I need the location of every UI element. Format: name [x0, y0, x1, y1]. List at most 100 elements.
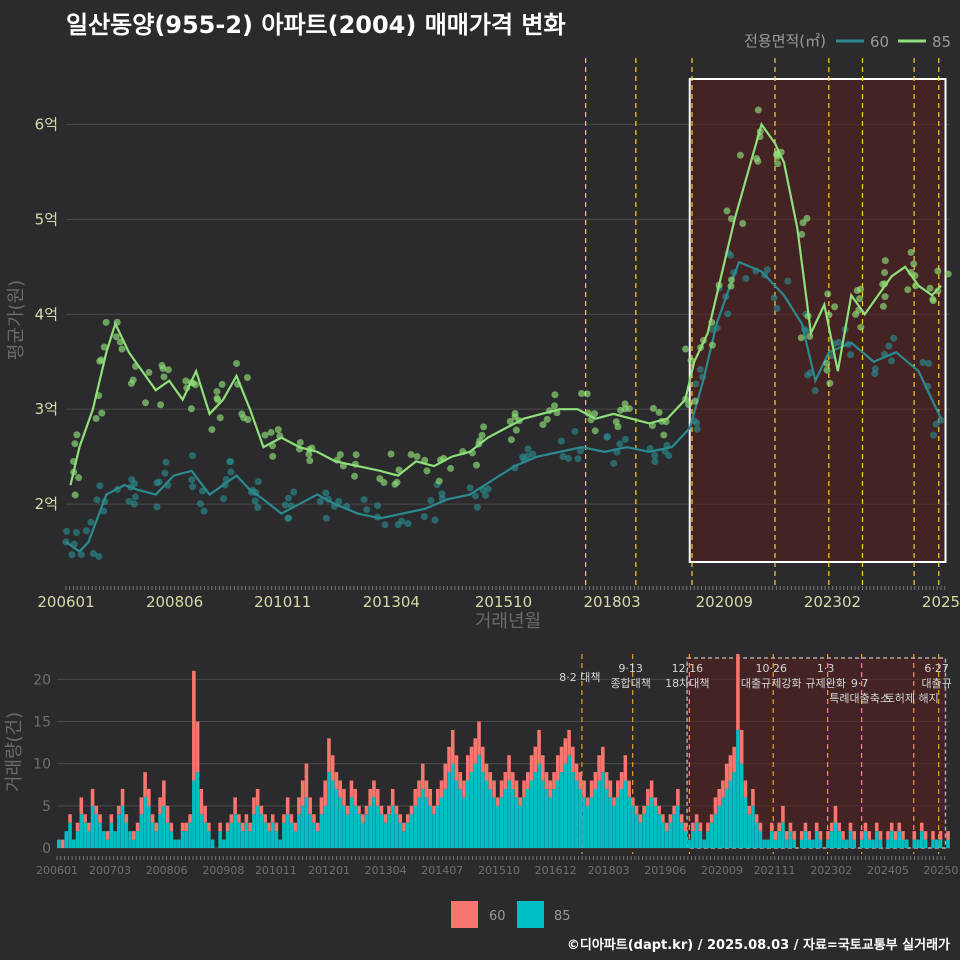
policy-annotation: 특례대출축소 — [829, 692, 890, 705]
bar-60 — [886, 831, 890, 840]
bar-85 — [117, 814, 121, 848]
bar-60 — [623, 755, 628, 781]
scatter-point-85 — [305, 450, 313, 458]
bar-85 — [634, 814, 639, 848]
bar-85 — [526, 788, 530, 848]
bar-60 — [132, 831, 136, 840]
bar-60 — [109, 814, 114, 823]
bar-60 — [203, 805, 207, 823]
scatter-point-85 — [727, 215, 735, 223]
bar-60 — [477, 721, 481, 756]
scatter-point-60 — [131, 493, 139, 501]
bar-60 — [829, 822, 834, 832]
bar-85 — [143, 797, 147, 848]
scatter-point-85 — [856, 295, 864, 303]
scatter-point-60 — [161, 469, 169, 477]
bar-60 — [833, 805, 838, 823]
bar-60 — [360, 814, 365, 823]
bar-85 — [627, 797, 631, 848]
bar-60 — [480, 746, 485, 773]
bar-85 — [642, 814, 646, 848]
bar-85 — [233, 814, 237, 848]
scatter-point-85 — [727, 282, 735, 290]
bar-60 — [792, 831, 796, 840]
bar-85 — [597, 780, 601, 848]
scatter-point-60 — [281, 501, 289, 509]
scatter-point-60 — [890, 334, 898, 342]
bar-60 — [398, 814, 403, 823]
policy-annotation: 종합대책 — [610, 677, 650, 690]
bar-85 — [379, 814, 384, 848]
scatter-point-60 — [93, 496, 101, 504]
bar-85 — [623, 780, 628, 848]
bar-60 — [601, 746, 605, 773]
scatter-point-60 — [394, 521, 402, 529]
bar-85 — [79, 814, 84, 848]
bar-60 — [90, 788, 95, 806]
series-line-85 — [69, 121, 942, 486]
scatter-point-60 — [87, 518, 95, 526]
bar-60 — [698, 822, 703, 832]
bar-85 — [75, 831, 80, 848]
scatter-point-85 — [578, 390, 586, 398]
bar-85 — [327, 772, 331, 848]
bar-85 — [417, 797, 421, 848]
bar-60 — [188, 814, 192, 823]
bar-60 — [154, 822, 159, 832]
bar-85 — [222, 839, 226, 848]
bar-60 — [552, 772, 556, 789]
bar-85 — [889, 831, 894, 848]
bar-60 — [799, 831, 804, 840]
scatter-point-85 — [216, 414, 224, 422]
bar-85 — [664, 831, 669, 848]
policy-annotation: 8·2 대책 — [559, 671, 600, 684]
bar-60 — [541, 755, 545, 781]
bar-60 — [736, 654, 740, 730]
bar-85 — [173, 839, 177, 848]
bar-60 — [364, 805, 369, 815]
bar-85 — [398, 822, 403, 848]
bar-x-tick-label: 20250 — [923, 864, 958, 877]
bar-60 — [390, 788, 395, 806]
bar-60 — [413, 788, 418, 806]
bar-60 — [450, 729, 455, 764]
scatter-point-85 — [591, 427, 599, 435]
scatter-point-85 — [857, 323, 865, 331]
scatter-point-85 — [511, 409, 519, 417]
bar-85 — [661, 822, 665, 848]
bar-85 — [563, 763, 568, 848]
scatter-point-85 — [934, 287, 942, 295]
scatter-point-60 — [322, 514, 330, 522]
scatter-point-60 — [68, 551, 76, 559]
bar-85 — [848, 831, 853, 848]
scatter-point-60 — [847, 351, 855, 359]
bar-60 — [162, 780, 166, 806]
bar-60 — [683, 822, 688, 832]
bar-60 — [593, 772, 598, 789]
bar-60 — [672, 805, 676, 815]
bar-85 — [255, 805, 260, 848]
scatter-point-85 — [881, 257, 889, 265]
bar-85 — [139, 814, 144, 848]
bar-60 — [807, 831, 811, 840]
scatter-point-85 — [102, 318, 110, 326]
bar-60 — [233, 797, 237, 815]
y-tick-label: 4억 — [35, 305, 58, 323]
bar-85 — [439, 797, 444, 848]
bar-60 — [803, 822, 808, 832]
bar-60 — [87, 822, 91, 832]
scatter-point-60 — [189, 452, 197, 460]
bar-85 — [874, 831, 879, 848]
bar-60 — [706, 822, 710, 832]
bar-85 — [135, 831, 140, 848]
bar-60 — [267, 822, 271, 832]
bar-60 — [694, 814, 699, 823]
bar-85 — [495, 805, 500, 848]
scatter-point-85 — [208, 426, 216, 434]
bar-85 — [383, 822, 387, 848]
bar-85 — [604, 788, 609, 848]
bar-85 — [492, 797, 496, 848]
bar-60 — [788, 822, 793, 832]
x-tick-label: 201304 — [363, 593, 420, 611]
bar-60 — [83, 814, 87, 823]
